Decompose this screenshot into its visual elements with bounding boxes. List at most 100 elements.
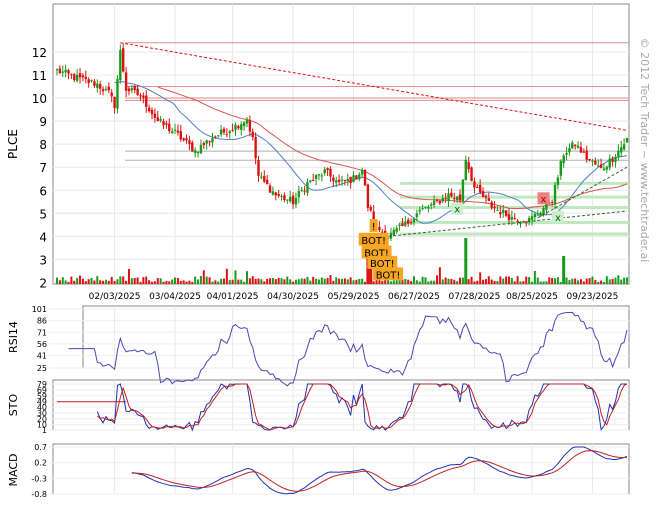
pattern-marker-label: x xyxy=(555,213,561,224)
volume-bar xyxy=(424,277,427,284)
volume-bar xyxy=(418,281,421,284)
volume-bar xyxy=(174,277,177,284)
rsi-axis-label: RSI14 xyxy=(7,321,20,353)
signals: BOT!BOT!BOT!BOT!!xxx xyxy=(358,192,564,281)
volume-bar xyxy=(312,276,315,284)
candle-body xyxy=(312,179,315,181)
volume-bar xyxy=(381,280,384,284)
macd-axis-label: MACD xyxy=(7,454,20,487)
volume-bar xyxy=(430,280,433,284)
buy-signal-label: BOT! xyxy=(361,236,386,247)
volume-bar xyxy=(568,280,571,284)
candle-body xyxy=(191,142,194,152)
candle-body xyxy=(556,177,560,185)
volume-bar xyxy=(326,278,329,284)
x-tick-label: 04/01/2025 xyxy=(207,292,259,302)
candle-body xyxy=(280,195,283,197)
indicator-tick-label: 30 xyxy=(37,409,47,418)
volume-bar xyxy=(516,276,519,284)
candle-body xyxy=(271,191,275,195)
candle-body xyxy=(139,95,142,97)
candle-body xyxy=(614,157,617,163)
volume-bar xyxy=(528,277,531,284)
x-tick-label: 03/04/2025 xyxy=(149,292,201,302)
candle-body xyxy=(504,210,508,216)
x-tick-labels: 02/03/2025 03/04/2025 04/01/2025 04/30/2025… xyxy=(89,292,619,302)
buy-signal-box xyxy=(361,245,392,259)
candle-body xyxy=(211,138,214,143)
volume-bar xyxy=(228,280,231,284)
indicator-tick-label: 20 xyxy=(37,415,47,424)
candle-body xyxy=(136,88,139,96)
candle-body xyxy=(222,128,226,133)
volume-bar xyxy=(536,277,539,284)
candle-body xyxy=(605,166,609,170)
candle-body xyxy=(257,160,260,177)
volume-bar xyxy=(559,281,562,284)
volume-bar xyxy=(306,276,309,284)
volume-bar xyxy=(467,279,470,284)
volume-bar xyxy=(113,280,116,284)
volume-bar xyxy=(502,278,505,284)
buy-signal-box xyxy=(373,267,404,281)
buy-signal-label: BOT! xyxy=(370,259,395,270)
pattern-marker-box xyxy=(537,192,550,205)
macd-lines xyxy=(131,446,628,495)
volume-bar xyxy=(297,279,300,284)
candle-body xyxy=(205,140,208,144)
indicator-tick-label: 56 xyxy=(37,340,47,349)
trend-lines xyxy=(120,42,628,237)
candle-body xyxy=(622,144,626,150)
volume-bar xyxy=(182,280,185,284)
volume-bar xyxy=(56,277,58,284)
volume-bar xyxy=(70,276,73,284)
candle-body xyxy=(579,147,583,153)
volume-bar xyxy=(487,276,490,284)
candle-body xyxy=(107,86,111,91)
candle-body xyxy=(398,224,401,226)
candle-body xyxy=(104,88,108,90)
volume-bar xyxy=(427,281,430,284)
candle-body xyxy=(625,137,629,143)
candle-body xyxy=(61,71,64,73)
volume-bar xyxy=(251,276,254,284)
volume-bar xyxy=(99,280,102,284)
candle-body xyxy=(196,152,200,154)
rsi-panel xyxy=(82,305,630,369)
candle-body xyxy=(208,141,211,143)
support-trend-line xyxy=(388,210,628,237)
candle-body xyxy=(438,200,442,204)
volume-bar xyxy=(343,278,346,284)
pattern-marker-box xyxy=(451,202,464,215)
volume-bar xyxy=(352,280,355,284)
pattern-marker-box xyxy=(551,210,564,223)
candle-body xyxy=(214,136,217,138)
candle-body xyxy=(240,124,243,130)
candle-body xyxy=(496,209,499,211)
candle-body xyxy=(64,69,67,73)
volume-bar xyxy=(197,279,200,284)
volume-bar xyxy=(315,278,318,284)
volume-bar xyxy=(574,278,577,284)
candle-body xyxy=(101,89,105,92)
candle-body xyxy=(582,151,586,153)
candle-body xyxy=(493,206,496,209)
volume-bar xyxy=(79,275,82,284)
x-tick-label: 04/30/2025 xyxy=(267,292,319,302)
candle-body xyxy=(124,72,128,91)
indicator-tick-label: 49 xyxy=(37,398,47,407)
candle-body xyxy=(323,169,326,174)
candle-body xyxy=(415,213,419,217)
price-tick-label: 10 xyxy=(32,92,47,106)
volume-bar xyxy=(605,276,608,284)
buy-signal-box xyxy=(369,218,378,232)
volume-bar xyxy=(389,281,392,284)
volume-bar xyxy=(220,278,223,284)
volume-bar xyxy=(600,280,603,284)
candle-body xyxy=(228,131,231,133)
volume-bar xyxy=(222,278,225,284)
volume-bar xyxy=(372,281,375,284)
volume-bar xyxy=(338,278,341,284)
volume-bar xyxy=(283,279,286,284)
volume-bar xyxy=(76,278,79,284)
